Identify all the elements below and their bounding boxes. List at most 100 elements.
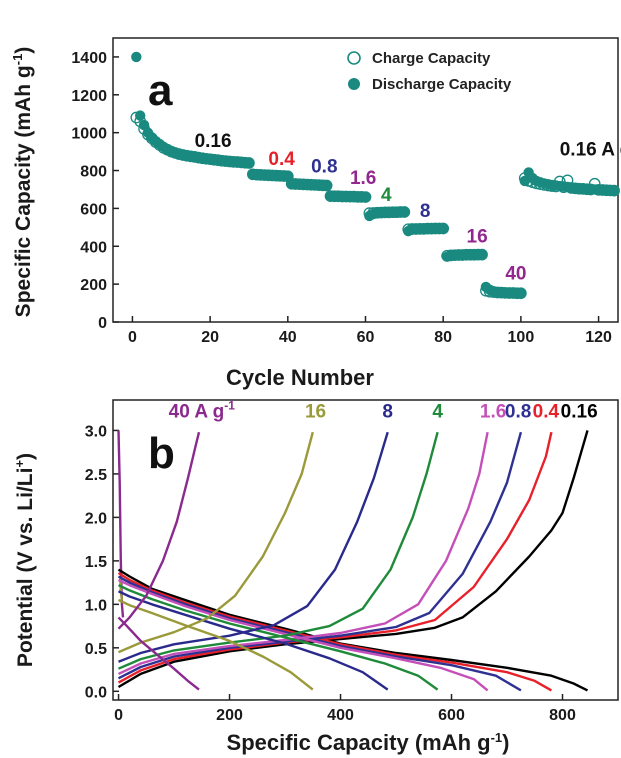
charge-point <box>184 150 197 163</box>
charge-point <box>297 178 310 191</box>
curve-rate-label: 40 A g-1 <box>169 398 236 422</box>
panel-b-y-tick-label: 2.5 <box>85 467 107 484</box>
charge-point <box>336 190 349 203</box>
panel-b-x-tick-label: 800 <box>549 707 576 724</box>
legend-marker-discharge <box>348 78 360 90</box>
panel-a-y-tick-label: 600 <box>80 201 107 218</box>
panel-a-x-tick-label: 120 <box>585 329 612 346</box>
charge-curve <box>118 431 389 663</box>
charge-point <box>577 183 589 195</box>
panel-b-x-tick-label: 0 <box>114 707 123 724</box>
charge-point <box>316 179 329 192</box>
charge-point <box>149 136 162 148</box>
charge-point <box>262 169 275 182</box>
charge-point <box>258 169 271 181</box>
charge-point <box>483 285 496 298</box>
charge-point <box>239 156 251 169</box>
charge-point <box>402 223 415 236</box>
charge-point <box>495 286 508 299</box>
charge-point <box>604 184 617 197</box>
panel-b-x-tick-label: 600 <box>438 707 465 724</box>
charge-point <box>476 248 488 261</box>
rate-annotation: 0.4 <box>268 149 295 170</box>
charge-point <box>180 149 193 162</box>
charge-point <box>274 169 286 182</box>
panel-b-y-axis-title: Potential (V vs. Li/Li+) <box>12 453 37 667</box>
charge-point <box>359 191 372 203</box>
rate-annotation: 40 <box>505 263 526 284</box>
charge-curve <box>117 431 553 684</box>
panel-a-y-tick-label: 200 <box>80 277 107 294</box>
charge-point <box>351 191 364 203</box>
charge-point <box>573 182 586 195</box>
charge-point <box>487 286 500 298</box>
charge-point <box>355 191 368 203</box>
charge-point <box>394 206 407 218</box>
charge-point <box>569 182 582 195</box>
charge-point <box>417 222 430 235</box>
charge-point <box>375 206 387 219</box>
discharge-curve <box>117 578 489 692</box>
charge-point <box>608 184 620 197</box>
panel-b-frame <box>112 399 619 701</box>
charge-point <box>503 287 516 299</box>
charge-point <box>130 111 143 124</box>
charge-point <box>472 248 485 261</box>
charge-point <box>507 287 519 299</box>
panel-a-y-tick-label: 800 <box>80 164 107 181</box>
panel-a-y-axis-title-main: Specific Capacity (mAh g <box>12 65 35 317</box>
panel-b-y-axis-title-close: ) <box>14 453 37 460</box>
discharge-curve <box>117 575 522 692</box>
charge-point <box>250 168 263 181</box>
charge-point <box>565 182 578 194</box>
panel-b-x-tick-label: 400 <box>327 707 354 724</box>
panel-b-x-axis-title-sup: -1 <box>491 730 503 745</box>
charge-point <box>542 179 554 192</box>
charge-point <box>328 190 341 203</box>
panel-b-y-axis-title-main: Potential (V vs. Li/Li <box>14 468 37 668</box>
charge-point <box>600 184 613 197</box>
panel-b-y-tick-label: 3.0 <box>85 423 107 440</box>
charge-point <box>219 155 232 167</box>
charge-point <box>243 157 255 169</box>
panel-a-y-axis-title-close: ) <box>12 47 35 54</box>
charge-point <box>145 132 158 145</box>
charge-curve <box>118 431 314 654</box>
panel-b-x-axis-title-close: ) <box>502 730 509 755</box>
charge-point <box>464 248 477 261</box>
charge-point <box>379 206 391 219</box>
charge-point <box>289 178 302 190</box>
panel-a-chart: 0 20 40 60 80 100 1200200400600800100012001400… <box>10 37 621 390</box>
charge-curve <box>118 431 439 670</box>
charge-point <box>468 248 481 261</box>
charge-point <box>534 178 547 191</box>
charge-point <box>254 169 267 181</box>
charge-point <box>332 190 345 203</box>
charge-point <box>460 248 473 261</box>
charge-point <box>278 170 290 182</box>
charge-point <box>429 222 442 235</box>
charge-point <box>511 287 523 300</box>
charge-point <box>448 249 461 262</box>
panel-a-x-tick-label: 40 <box>279 329 297 346</box>
panel-b-y-axis-title-sup: + <box>12 460 27 468</box>
charge-point <box>592 183 605 196</box>
rate-annotation: 0.8 <box>311 156 337 177</box>
charge-point <box>281 170 294 183</box>
charge-point <box>367 207 380 219</box>
charge-point <box>390 206 403 219</box>
charge-point <box>212 154 224 166</box>
panel-b-x-axis-title: Specific Capacity (mAh g-1) <box>227 730 510 755</box>
rate-annotation: 1.6 <box>350 168 376 189</box>
panel-a-y-tick-label: 1200 <box>71 88 107 105</box>
panel-a-y-axis-title: Specific Capacity (mAh g-1) <box>10 47 35 318</box>
panel-a-letter: a <box>148 66 173 115</box>
panel-b-x-axis-title-main: Specific Capacity (mAh g <box>227 730 491 755</box>
charge-point <box>347 190 360 203</box>
charge-point <box>441 249 453 262</box>
charge-point <box>208 153 220 166</box>
legend-marker-charge <box>347 51 361 65</box>
charge-point <box>266 169 279 182</box>
